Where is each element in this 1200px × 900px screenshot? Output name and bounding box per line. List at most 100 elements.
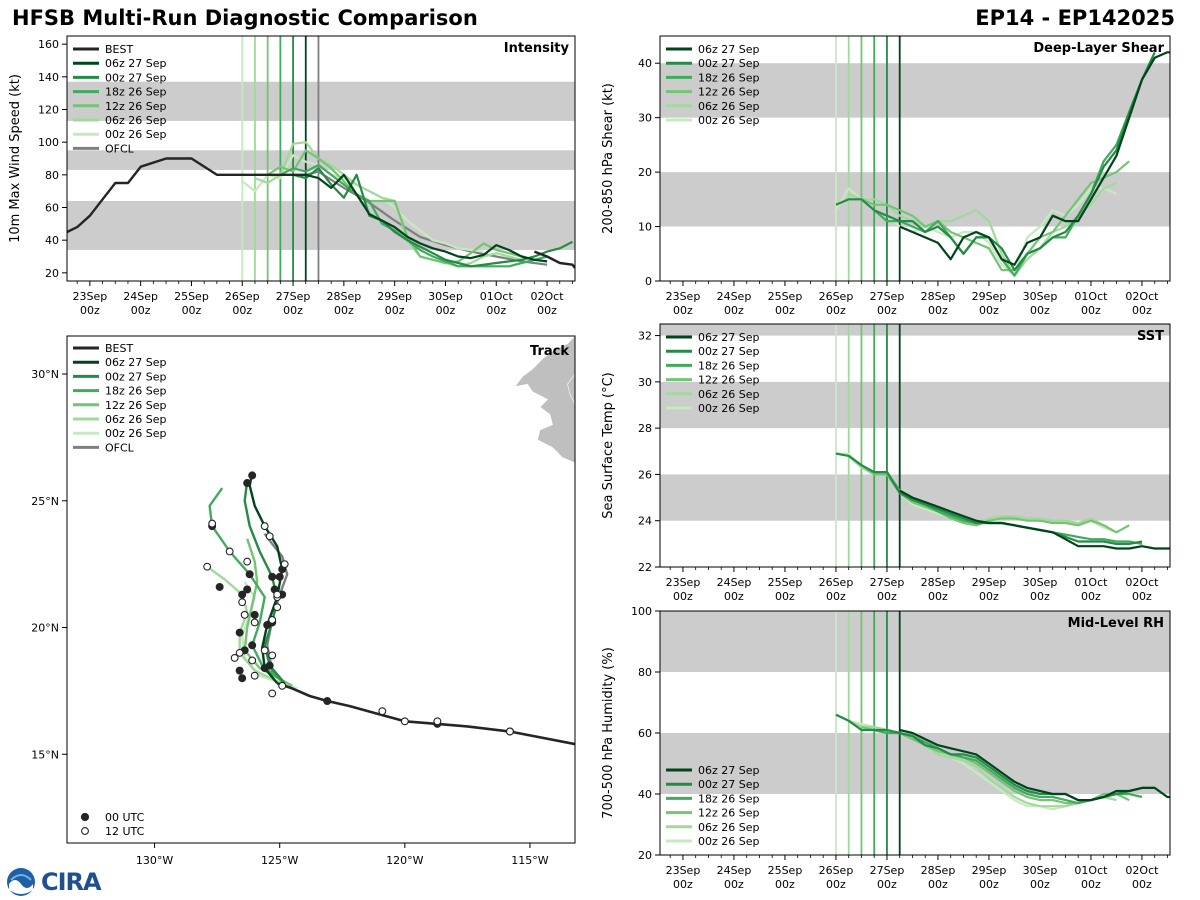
x-tick-label-day: 25Sep xyxy=(174,290,209,303)
y-tick-label: 60 xyxy=(45,202,59,215)
x-tick-label-day: 29Sep xyxy=(972,864,1007,877)
y-tick-label: 80 xyxy=(45,169,59,182)
x-tick-label-hour: 00z xyxy=(537,304,557,317)
track-point-12utc xyxy=(208,519,217,528)
y-axis-label: 200-850 hPa Shear (kt) xyxy=(601,83,616,234)
series-line-best xyxy=(533,250,575,269)
legend-label-06z-26-sep: 06z 26 Sep xyxy=(698,388,760,401)
plot-frame xyxy=(659,35,1171,282)
track-point-12utc xyxy=(400,717,409,726)
y-tick-label: 10 xyxy=(638,221,652,234)
x-tick-label-hour: 00z xyxy=(826,590,846,603)
track-point-00utc xyxy=(238,674,247,683)
x-tick-label-hour: 00z xyxy=(877,590,897,603)
x-tick-label-day: 23Sep xyxy=(666,864,701,877)
legend-label-12z-26-sep: 12z 26 Sep xyxy=(698,807,760,820)
cira-logo-text: CIRA xyxy=(41,868,102,896)
x-tick-label-day: 30Sep xyxy=(1023,576,1058,589)
x-tick-label-day: 26Sep xyxy=(225,290,260,303)
threshold-band-2 xyxy=(660,324,1170,336)
track-point-12utc xyxy=(243,557,252,566)
x-tick-label-hour: 00z xyxy=(1081,304,1101,317)
legend-label-06z-26-sep: 06z 26 Sep xyxy=(698,821,760,834)
x-tick-label-hour: 00z xyxy=(182,304,202,317)
legend-label-best: BEST xyxy=(105,43,133,56)
x-tick-label-day: 30Sep xyxy=(1023,290,1058,303)
track-line-18z-26-sep xyxy=(208,487,286,685)
lon-tick-label: 130°W xyxy=(136,854,173,867)
track-point-00utc xyxy=(248,471,257,480)
x-tick-label-hour: 00z xyxy=(1132,878,1152,891)
track-point-12utc xyxy=(250,618,259,627)
y-tick-label: 40 xyxy=(638,57,652,70)
x-tick-label-day: 02Oct xyxy=(1125,290,1159,303)
x-tick-label-hour: 00z xyxy=(1132,590,1152,603)
panel-shear: 01020304023Sep00z24Sep00z25Sep00z26Sep00… xyxy=(601,35,1171,317)
lon-tick-label: 125°W xyxy=(261,854,298,867)
legend-label-00z-26-sep: 00z 26 Sep xyxy=(698,835,760,848)
x-tick-label-hour: 00z xyxy=(724,590,744,603)
logo-strip: CIRA xyxy=(5,866,102,898)
lon-tick-label: 115°W xyxy=(511,854,548,867)
lon-tick-label: 120°W xyxy=(386,854,423,867)
figure-title: HFSB Multi-Run Diagnostic Comparison xyxy=(12,6,478,30)
x-tick-label-hour: 00z xyxy=(1132,304,1152,317)
legend-label-18z-26-sep: 18z 26 Sep xyxy=(105,385,167,398)
y-tick-label: 120 xyxy=(38,104,59,117)
track-point-00utc xyxy=(235,666,244,675)
track-point-12utc xyxy=(248,656,257,665)
legend-label-00z-27-sep: 00z 27 Sep xyxy=(105,370,167,383)
legend-label-ofcl: OFCL xyxy=(105,142,135,155)
x-tick-label-day: 28Sep xyxy=(326,290,361,303)
legend-label-00z-26-sep: 00z 26 Sep xyxy=(698,402,760,415)
x-tick-label-day: 02Oct xyxy=(1125,576,1159,589)
x-tick-label-hour: 00z xyxy=(673,590,693,603)
x-tick-label-day: 27Sep xyxy=(870,576,905,589)
y-tick-label: 160 xyxy=(38,38,59,51)
y-tick-label: 30 xyxy=(638,112,652,125)
legend-label-12utc: 12 UTC xyxy=(105,825,145,838)
track-point-00utc xyxy=(275,572,284,581)
y-tick-label: 40 xyxy=(45,234,59,247)
x-tick-label-day: 26Sep xyxy=(819,576,854,589)
track-point-00utc xyxy=(245,570,254,579)
legend-label-00z-27-sep: 00z 27 Sep xyxy=(105,71,167,84)
y-tick-label: 26 xyxy=(638,468,652,481)
legend-label-00z-27-sep: 00z 27 Sep xyxy=(698,345,760,358)
legend-label-18z-26-sep: 18z 26 Sep xyxy=(698,792,760,805)
legend-label-06z-26-sep: 06z 26 Sep xyxy=(105,114,167,127)
y-tick-label: 22 xyxy=(638,561,652,574)
series-line-06z-27-sep xyxy=(899,51,1170,266)
threshold-band-2 xyxy=(67,81,575,121)
x-tick-label-day: 28Sep xyxy=(921,864,956,877)
x-tick-label-hour: 00z xyxy=(826,878,846,891)
storm-id-title: EP14 - EP142025 xyxy=(975,6,1175,30)
track-point-12utc xyxy=(273,590,282,599)
track-point-12utc xyxy=(280,560,289,569)
series-line-18z-26-sep xyxy=(279,163,548,268)
track-point-12utc xyxy=(238,598,247,607)
series-line-12z-26-sep xyxy=(267,149,535,265)
x-tick-label-hour: 00z xyxy=(775,304,795,317)
x-tick-label-day: 27Sep xyxy=(870,864,905,877)
legend-label-06z-27-sep: 06z 27 Sep xyxy=(698,331,760,344)
x-tick-label-hour: 00z xyxy=(1030,304,1050,317)
legend-marker-12utc xyxy=(81,827,89,835)
x-tick-label-hour: 00z xyxy=(877,304,897,317)
y-tick-label: 80 xyxy=(638,666,652,679)
x-tick-label-day: 23Sep xyxy=(666,290,701,303)
x-tick-label-day: 01Oct xyxy=(1074,290,1108,303)
y-axis-label: Sea Surface Temp (°C) xyxy=(601,372,616,519)
track-point-12utc xyxy=(240,610,249,619)
plot-frame xyxy=(66,35,576,282)
y-tick-label: 100 xyxy=(38,136,59,149)
x-tick-label-day: 30Sep xyxy=(428,290,463,303)
x-tick-label-hour: 00z xyxy=(1081,590,1101,603)
legend-label-06z-26-sep: 06z 26 Sep xyxy=(698,100,760,113)
x-tick-label-day: 01Oct xyxy=(1074,864,1108,877)
x-tick-label-hour: 00z xyxy=(283,304,303,317)
lat-tick-label: 25°N xyxy=(31,495,59,508)
track-point-12utc xyxy=(378,707,387,716)
x-tick-label-hour: 00z xyxy=(486,304,506,317)
